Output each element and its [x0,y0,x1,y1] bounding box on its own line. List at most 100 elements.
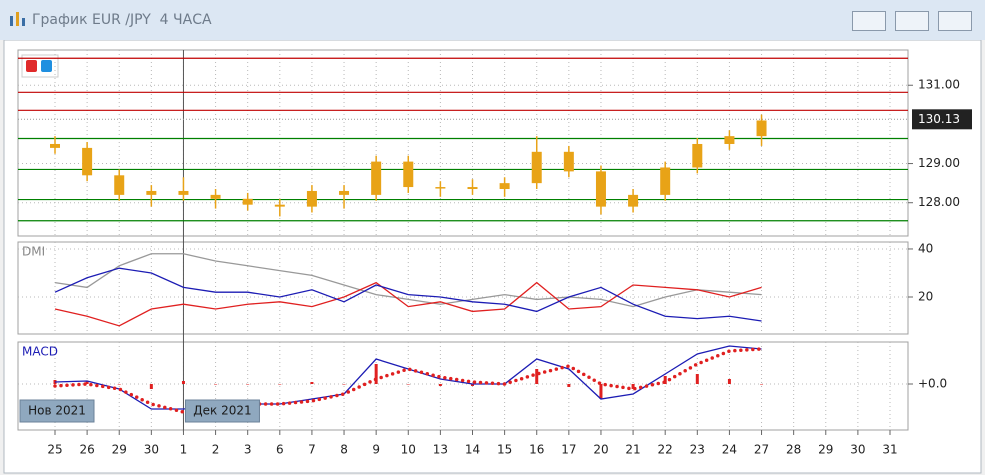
red-icon[interactable] [26,60,37,72]
window-title: График EUR /JPY 4 ЧАСА [32,12,212,28]
chart-background [3,40,982,474]
histogram-bar [760,384,764,385]
x-tick-label: 13 [433,443,448,457]
minimize-button[interactable] [852,11,886,31]
x-tick-label: 20 [593,443,608,457]
histogram-bar [631,384,635,389]
candle-body [210,194,221,199]
indicator-line [54,281,762,327]
y-tick-label: 128.00 [918,195,960,209]
histogram-bar [406,384,410,385]
x-tick-label: 26 [79,443,94,457]
candle-body [531,151,542,184]
histogram-bar [214,384,218,385]
x-tick-label: 2 [212,443,220,457]
y-tick-label: 129.00 [918,156,960,170]
x-tick-label: 27 [754,443,769,457]
maximize-button[interactable] [895,11,929,31]
candle-body [306,190,317,207]
histogram-bar [727,379,731,384]
x-tick-label: 31 [882,443,897,457]
last-price-label: 130.13 [918,112,960,126]
panel-frame [17,49,909,237]
candle-body [274,204,285,207]
x-tick-label: 29 [818,443,833,457]
histogram-bar [374,364,378,384]
panel-frame [17,241,909,335]
panel-frame [17,341,909,431]
candle-body [563,151,574,172]
x-tick-label: 15 [497,443,512,457]
x-tick-label: 16 [529,443,544,457]
histogram-bar [342,384,346,385]
indicator-label: DMI [22,245,45,259]
histogram-bar [85,381,89,384]
histogram-bar [117,384,121,385]
x-tick-label: 30 [850,443,865,457]
candle-body [628,194,639,207]
candle-body [692,143,703,168]
blue-icon[interactable] [41,60,52,72]
candle-body [403,161,414,188]
x-tick-label: 28 [786,443,801,457]
indicator-line [54,267,762,322]
histogram-bar [149,384,153,389]
histogram-bar [695,374,699,384]
candle-body [724,136,735,144]
histogram-bar [310,382,314,384]
y-tick-label: 131.00 [918,78,960,92]
x-tick-label: 10 [401,443,416,457]
month-label: Нов 2021 [28,404,86,418]
x-tick-label: 29 [112,443,127,457]
candle-body [82,147,93,176]
indicator-line [54,253,762,308]
histogram-bar [181,381,185,384]
histogram-bar [567,384,571,387]
close-button[interactable] [938,11,972,31]
histogram-bar [535,369,539,384]
candle-body [50,143,60,148]
candle-body [339,190,350,195]
x-tick-label: 7 [308,443,316,457]
x-tick-label: 25 [47,443,62,457]
title-bar: График EUR /JPY 4 ЧАСА [0,0,985,40]
x-tick-label: 6 [276,443,284,457]
x-tick-label: 23 [690,443,705,457]
histogram-bar [471,384,474,386]
histogram-bar [278,384,282,385]
chart: 128.00 129.00 131.00 20 40 +0.0 130.13 DMI MACD Н… [3,40,982,474]
y-tick-label: 40 [918,241,933,255]
x-tick-label: 3 [244,443,252,457]
candle-body [756,120,767,137]
candle-body [242,198,253,205]
candle-body [435,187,446,189]
candle-body [595,171,606,207]
candle-body [178,190,189,195]
histogram-bar [663,376,667,384]
candle-body [371,161,382,195]
month-label: Дек 2021 [193,404,251,418]
x-tick-label: 22 [658,443,673,457]
histogram-bar [599,384,603,399]
signal-line [53,347,764,414]
x-tick-label: 21 [625,443,640,457]
window-icon [10,12,25,26]
candle-body [114,175,125,195]
x-tick-label: 17 [561,443,576,457]
indicator-label: MACD [22,345,58,359]
last-price-box [912,109,972,130]
candle-body [499,183,510,190]
x-tick-label: 8 [340,443,348,457]
histogram-bar [246,384,250,385]
histogram-bar [438,384,442,386]
x-tick-label: 24 [722,443,737,457]
candle-body [660,167,671,195]
candle-body [146,190,157,195]
x-tick-label: 9 [372,443,380,457]
x-tick-label: 1 [180,443,188,457]
month-label-box [184,399,260,423]
y-tick-label: +0.0 [918,377,947,391]
candle-body [467,187,478,190]
x-tick-label: 14 [465,443,480,457]
